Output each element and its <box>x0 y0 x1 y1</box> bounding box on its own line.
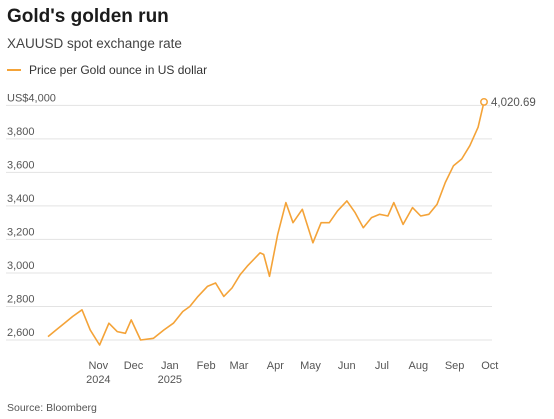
line-chart: 2,600 2,800 3,000 3,200 3,400 3,600 3,800 US$4,… <box>6 92 536 386</box>
y-tick-label: 2,600 <box>7 327 35 339</box>
x-tick-label: Aug <box>409 360 429 372</box>
y-tick-label: 3,200 <box>7 226 35 238</box>
x-tick-label: Feb <box>197 360 216 372</box>
x-tick-label: Dec <box>124 360 144 372</box>
legend-label: Price per Gold ounce in US dollar <box>29 63 208 77</box>
y-tick-label: US$4,000 <box>7 92 56 104</box>
source-note: Source: Bloomberg <box>7 402 97 414</box>
end-value-label: 4,020.69 <box>491 97 536 109</box>
y-tick-label: 3,600 <box>7 159 35 171</box>
x-tick-label: May <box>300 360 321 372</box>
y-tick-label: 3,000 <box>7 260 35 272</box>
end-point-marker <box>480 97 488 106</box>
x-tick-label: Mar <box>230 360 249 372</box>
x-tick-label: Jun <box>338 360 356 372</box>
series-line <box>47 101 485 346</box>
x-tick-label: Sep <box>445 360 465 372</box>
x-tick-label: Nov <box>89 360 109 372</box>
x-tick-year-label: 2025 <box>158 374 182 386</box>
chart-subtitle: XAUUSD spot exchange rate <box>7 36 182 51</box>
y-tick-label: 2,800 <box>7 293 35 305</box>
y-tick-label: 3,400 <box>7 193 35 205</box>
legend: Price per Gold ounce in US dollar <box>7 63 207 77</box>
x-tick-label: Oct <box>481 360 498 372</box>
x-tick-label: Jan <box>161 360 179 372</box>
y-tick-label: 3,800 <box>7 126 35 138</box>
legend-swatch <box>7 69 21 71</box>
x-tick-label: Jul <box>375 360 389 372</box>
x-tick-label: Apr <box>267 360 284 372</box>
chart-title: Gold's golden run <box>7 6 169 27</box>
x-tick-year-label: 2024 <box>86 374 110 386</box>
